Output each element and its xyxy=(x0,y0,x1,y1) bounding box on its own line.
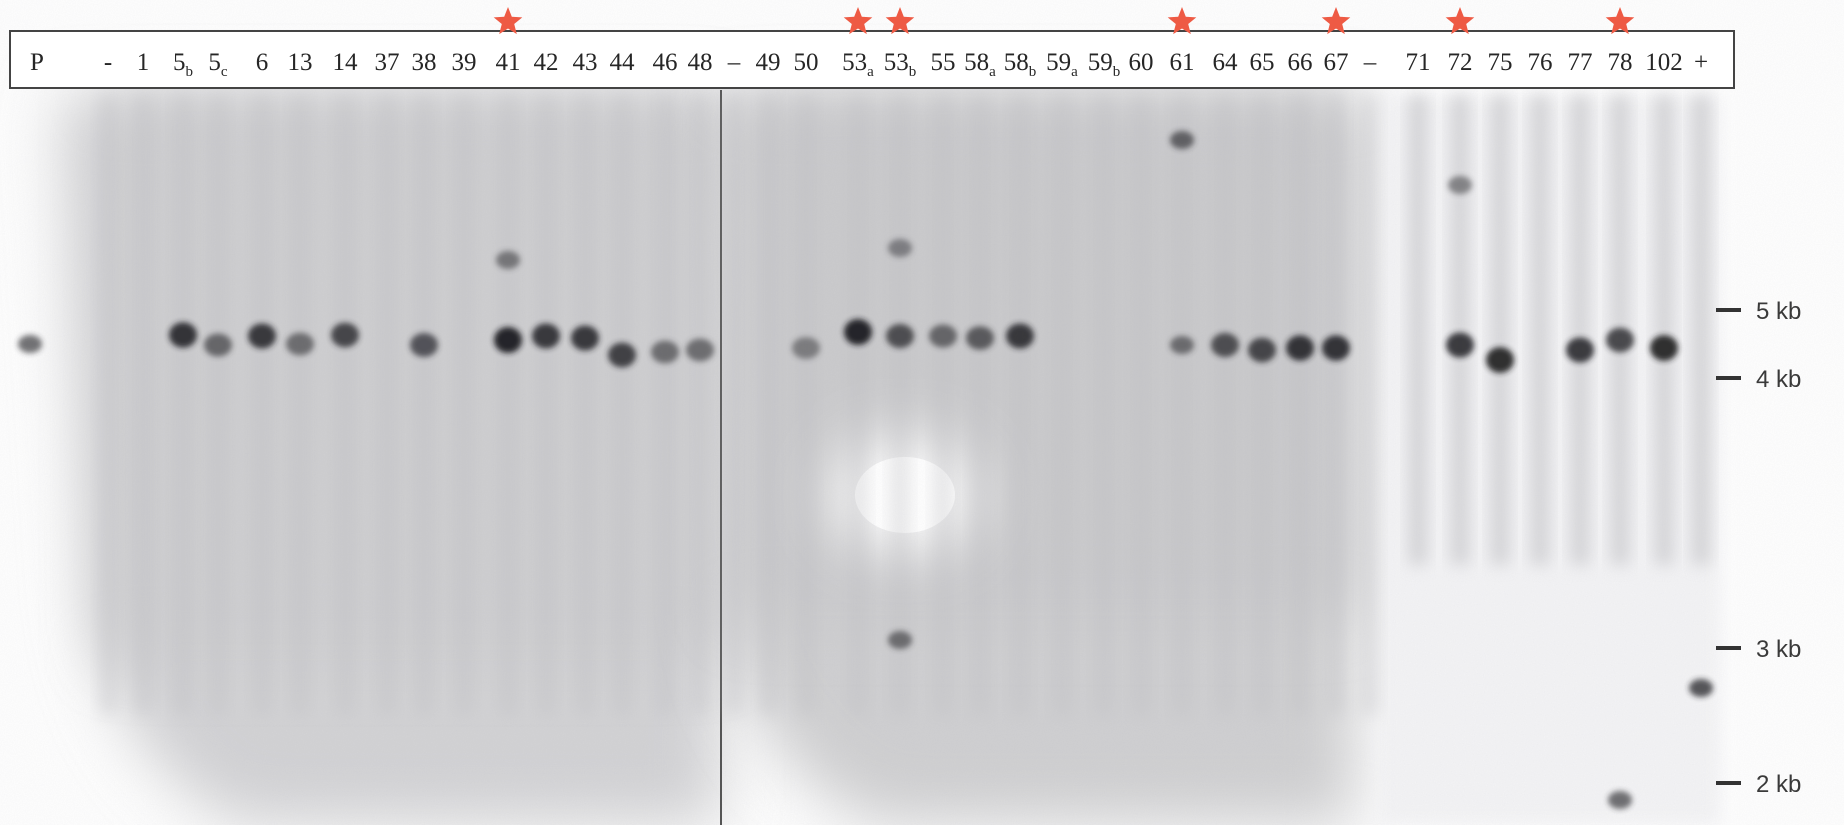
band xyxy=(1006,323,1034,349)
lane-label: 1 xyxy=(137,49,150,76)
band xyxy=(204,333,232,357)
lane-label: 71 xyxy=(1406,49,1431,76)
lane-label: - xyxy=(104,49,112,76)
lane-label: 5b xyxy=(173,49,193,80)
band xyxy=(1322,335,1350,361)
band-layer xyxy=(18,131,1713,809)
lane-label-p: P xyxy=(30,49,44,76)
lane-label: 59a xyxy=(1046,49,1078,80)
band xyxy=(1170,131,1194,149)
star-icon xyxy=(1167,7,1197,35)
lane-label: 53a xyxy=(842,49,874,80)
lane-label: 44 xyxy=(610,49,636,76)
band xyxy=(571,325,599,351)
lane-label: 43 xyxy=(573,49,598,76)
lane-label: 61 xyxy=(1170,49,1195,76)
lane-label: 58a xyxy=(964,49,996,80)
band xyxy=(888,239,912,257)
lane-label: 42 xyxy=(534,49,559,76)
band xyxy=(1606,327,1634,353)
band xyxy=(248,323,276,349)
lane-label: 6 xyxy=(256,49,269,76)
band xyxy=(1608,791,1632,809)
band xyxy=(331,322,359,348)
lane-label: 38 xyxy=(412,49,437,76)
band xyxy=(608,342,636,368)
star-icon xyxy=(885,7,915,35)
band xyxy=(1689,679,1713,697)
lane-labels: -1 5b 5c 6 13 14 37 38 39 41 42 43 44 46 48–49 50 53a 53b… xyxy=(104,49,1708,80)
star-icon xyxy=(1605,7,1635,35)
band xyxy=(494,327,522,353)
lane-label: 5c xyxy=(208,49,228,80)
lane-label: 58b xyxy=(1004,49,1037,80)
band xyxy=(532,323,560,349)
lane-label: 14 xyxy=(333,49,359,76)
lane-label: 13 xyxy=(288,49,313,76)
lane-label: 39 xyxy=(452,49,477,76)
band xyxy=(929,324,957,348)
lane-label: – xyxy=(727,49,741,76)
marker-label: 5 kb xyxy=(1756,298,1801,325)
band xyxy=(1286,335,1314,361)
lane-label: 66 xyxy=(1288,49,1313,76)
band xyxy=(18,335,42,353)
lane-label: 72 xyxy=(1448,49,1473,76)
band xyxy=(1650,335,1678,361)
lane-label: 65 xyxy=(1250,49,1275,76)
band xyxy=(496,251,520,269)
band xyxy=(1448,176,1472,194)
star-icon xyxy=(1321,7,1351,35)
lane-label: 75 xyxy=(1488,49,1513,76)
lane-label: 46 xyxy=(653,49,678,76)
lane-label: 67 xyxy=(1324,49,1349,76)
band xyxy=(1170,336,1194,354)
band xyxy=(966,326,994,350)
band xyxy=(888,631,912,649)
band xyxy=(286,332,314,356)
band xyxy=(651,340,679,364)
band xyxy=(1566,337,1594,363)
band xyxy=(1446,332,1474,358)
highlight-stars xyxy=(493,7,1635,35)
star-icon xyxy=(843,7,873,35)
lane-label: 49 xyxy=(756,49,781,76)
star-icon xyxy=(1445,7,1475,35)
lane-label: 50 xyxy=(794,49,819,76)
marker-label: 2 kb xyxy=(1756,771,1801,798)
band xyxy=(1486,347,1514,373)
lane-label-box xyxy=(9,30,1735,89)
band xyxy=(886,323,914,349)
lane-label: 77 xyxy=(1568,49,1593,76)
lane-label: 78 xyxy=(1608,49,1633,76)
lane-label: 41 xyxy=(496,49,521,76)
band xyxy=(686,338,714,362)
lane-label: 53b xyxy=(884,49,917,80)
lane-label: 37 xyxy=(375,49,400,76)
band xyxy=(844,319,872,345)
size-markers: 5 kb 4 kb 3 kb 2 kb xyxy=(1716,298,1801,798)
marker-label: 3 kb xyxy=(1756,636,1801,663)
lane-label: 76 xyxy=(1528,49,1553,76)
lane-label: 55 xyxy=(931,49,956,76)
band xyxy=(410,333,438,357)
lane-label: 64 xyxy=(1213,49,1239,76)
lane-label: 59b xyxy=(1088,49,1121,80)
band xyxy=(169,322,197,348)
band xyxy=(792,337,820,359)
star-icon xyxy=(493,7,523,35)
lane-label: 60 xyxy=(1129,49,1154,76)
lane-label: – xyxy=(1363,49,1377,76)
band xyxy=(1248,337,1276,363)
lane-label: + xyxy=(1694,49,1708,76)
band xyxy=(1211,332,1239,358)
lane-label: 48 xyxy=(688,49,713,76)
marker-label: 4 kb xyxy=(1756,366,1801,393)
lane-label: 102 xyxy=(1645,49,1683,76)
